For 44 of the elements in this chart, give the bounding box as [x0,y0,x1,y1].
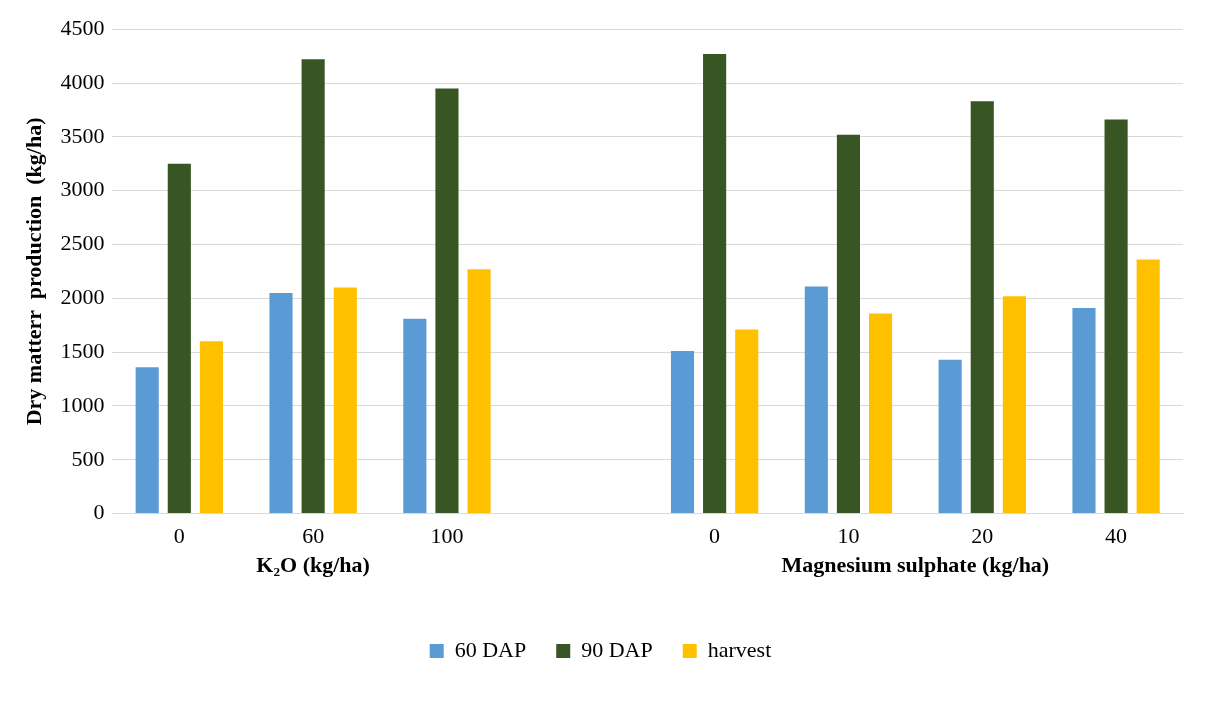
x-tick-label: 60 [302,522,325,548]
y-tick-label: 3500 [60,122,105,148]
bar [836,134,860,514]
bar [703,53,727,514]
y-tick-label: 500 [71,445,105,471]
bar [938,359,962,514]
bar [1002,296,1026,514]
bar [1104,119,1128,514]
bar [269,292,293,514]
legend-label: harvest [707,636,772,662]
bar [199,341,223,514]
bar [804,286,828,514]
y-tick-label: 1500 [60,337,105,363]
bar [435,88,459,514]
x-tick-label: 20 [971,522,994,548]
bar [1136,259,1160,514]
bar [301,59,325,514]
y-tick-label: 1000 [60,391,105,417]
bar [735,329,759,514]
legend-label: 60 DAP [454,636,527,662]
y-tick-label: 0 [93,499,105,525]
legend-label: 90 DAP [581,636,653,662]
y-tick-label: 2000 [60,284,105,310]
text: Magnesium sulphate (kg/ha) [781,552,1050,578]
x-tick-label: 100 [430,522,464,548]
x-tick-label: 0 [173,522,185,548]
bar [970,101,994,514]
x-tick-label: 0 [709,522,721,548]
y-tick-label: 4000 [60,68,105,94]
bar [333,287,357,514]
y-tick-label: 3000 [60,176,105,202]
bar [868,313,893,514]
x-tick-label: 40 [1105,522,1128,548]
text: K₂O (kg/ha) [256,552,370,578]
bar [670,351,695,514]
bar [467,269,491,514]
y-axis-title: Dry matterr production (kg/ha) [20,117,46,426]
bar [403,318,427,514]
y-tick-label: 4500 [60,14,105,40]
bar [167,163,191,514]
bar [135,367,159,514]
x-tick-label: 10 [837,522,860,548]
bar [1072,308,1096,514]
y-tick-label: 2500 [60,230,105,256]
